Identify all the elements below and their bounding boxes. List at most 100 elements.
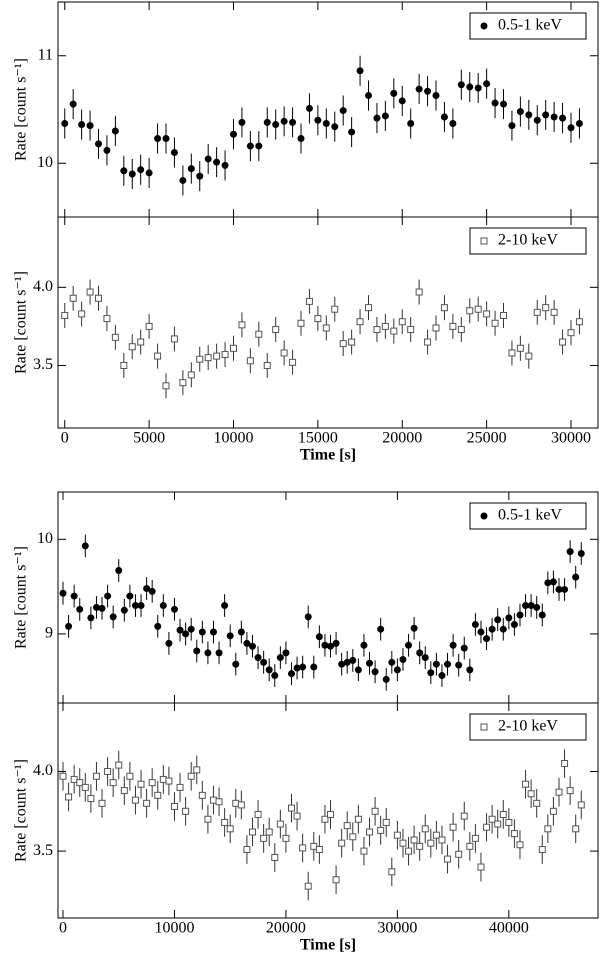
data-point bbox=[111, 127, 119, 135]
data-point bbox=[280, 117, 288, 125]
data-point bbox=[61, 119, 69, 127]
legend-marker bbox=[480, 22, 488, 30]
data-point bbox=[272, 326, 280, 334]
data-point bbox=[148, 587, 156, 595]
data-point bbox=[59, 589, 67, 597]
data-point bbox=[388, 868, 396, 876]
data-point bbox=[474, 305, 482, 313]
legend-box bbox=[469, 713, 587, 741]
data-point bbox=[182, 630, 190, 638]
data-point bbox=[289, 118, 297, 126]
data-point bbox=[209, 628, 217, 636]
data-point bbox=[466, 83, 474, 91]
data-point bbox=[416, 842, 424, 850]
data-point bbox=[432, 660, 440, 668]
data-point bbox=[238, 118, 246, 126]
data-point bbox=[170, 605, 178, 613]
data-point bbox=[510, 620, 518, 628]
data-point bbox=[398, 97, 406, 105]
data-point bbox=[559, 114, 567, 122]
data-point bbox=[126, 772, 134, 780]
data-point bbox=[276, 820, 284, 828]
data-point bbox=[179, 379, 187, 387]
data-point bbox=[349, 833, 357, 841]
data-point bbox=[366, 659, 374, 667]
data-point bbox=[381, 112, 389, 120]
data-point bbox=[331, 123, 339, 131]
data-point bbox=[356, 318, 364, 326]
data-point bbox=[522, 780, 530, 788]
data-point bbox=[170, 335, 178, 343]
data-point bbox=[491, 99, 499, 107]
data-point bbox=[131, 796, 139, 804]
data-point bbox=[232, 660, 240, 668]
plot-frame bbox=[57, 216, 599, 429]
data-point bbox=[499, 810, 507, 818]
data-point bbox=[321, 641, 329, 649]
data-point bbox=[416, 649, 424, 657]
data-point bbox=[321, 815, 329, 823]
y-tick-label: 11 bbox=[38, 46, 53, 63]
data-point bbox=[432, 324, 440, 332]
data-point bbox=[421, 654, 429, 662]
data-point bbox=[505, 614, 513, 622]
data-point bbox=[255, 330, 263, 338]
data-point bbox=[500, 311, 507, 319]
data-point bbox=[405, 847, 413, 855]
data-point bbox=[111, 333, 119, 341]
data-point bbox=[466, 842, 474, 850]
data-point bbox=[137, 602, 145, 610]
data-point bbox=[265, 666, 273, 674]
data-point bbox=[70, 592, 78, 600]
data-point bbox=[575, 318, 583, 326]
data-point bbox=[494, 820, 502, 828]
data-point bbox=[471, 834, 479, 842]
data-point bbox=[120, 606, 128, 614]
data-point bbox=[407, 119, 415, 127]
x-tick-label: 30000 bbox=[377, 920, 417, 937]
data-point bbox=[263, 118, 271, 126]
data-point bbox=[561, 585, 569, 593]
data-point bbox=[373, 326, 381, 334]
data-point bbox=[230, 344, 237, 352]
legend-box bbox=[469, 12, 587, 40]
data-point bbox=[494, 616, 502, 624]
data-point bbox=[243, 639, 251, 647]
data-point bbox=[109, 613, 117, 621]
data-point bbox=[104, 592, 112, 600]
y-tick-label: 9 bbox=[45, 625, 53, 642]
data-point bbox=[280, 349, 288, 357]
y-axis-label: Rate [count s⁻¹] bbox=[13, 58, 30, 161]
data-point bbox=[354, 666, 362, 674]
data-point bbox=[154, 135, 162, 143]
data-point bbox=[538, 611, 546, 619]
x-tick-label: 20000 bbox=[266, 920, 306, 937]
data-point bbox=[365, 92, 372, 100]
x-tick-label: 15000 bbox=[298, 430, 338, 447]
data-point bbox=[371, 807, 379, 815]
data-point bbox=[61, 311, 69, 319]
x-axis-label: Time [s] bbox=[300, 937, 356, 954]
data-point bbox=[137, 780, 145, 788]
data-point bbox=[483, 310, 491, 318]
data-point bbox=[95, 140, 102, 148]
data-point bbox=[115, 567, 123, 575]
data-point bbox=[516, 108, 524, 116]
data-point bbox=[98, 799, 106, 807]
data-point bbox=[567, 124, 575, 132]
data-point bbox=[305, 297, 313, 305]
data-point bbox=[516, 344, 524, 352]
data-point bbox=[255, 142, 263, 150]
data-point bbox=[271, 853, 279, 861]
data-point bbox=[549, 578, 557, 586]
data-point bbox=[198, 628, 206, 636]
data-point bbox=[187, 772, 195, 780]
data-point bbox=[390, 89, 398, 97]
data-point bbox=[120, 787, 128, 795]
data-point bbox=[343, 822, 351, 830]
data-point bbox=[154, 791, 162, 799]
data-point bbox=[272, 121, 280, 129]
data-point bbox=[98, 604, 106, 612]
x-tick-label: 5000 bbox=[133, 430, 165, 447]
data-point bbox=[78, 121, 86, 129]
